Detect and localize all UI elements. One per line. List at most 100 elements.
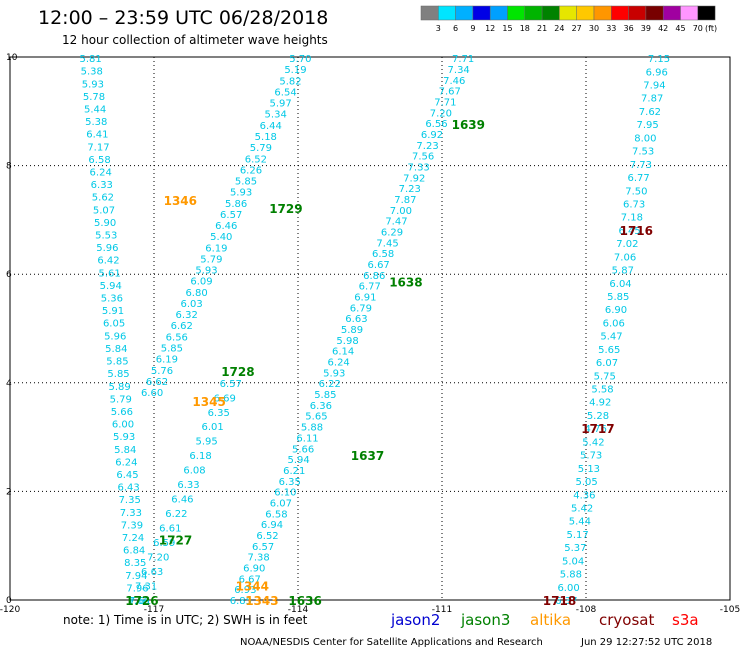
wave-height-value: 6.22 bbox=[319, 379, 341, 390]
wave-height-value: 5.96 bbox=[96, 243, 118, 254]
wave-height-value: 6.24 bbox=[328, 358, 350, 369]
wave-height-value: 5.13 bbox=[578, 464, 600, 475]
wave-height-value: 4.92 bbox=[589, 398, 611, 409]
wave-height-value: 5.79 bbox=[110, 394, 132, 405]
plot-grid bbox=[10, 57, 730, 600]
legend-label: 45 bbox=[675, 24, 685, 33]
wave-height-value: 6.19 bbox=[156, 355, 178, 366]
wave-height-value: 5.62 bbox=[92, 193, 114, 204]
wave-height-value: 7.95 bbox=[637, 120, 659, 131]
wave-height-value: 6.41 bbox=[86, 130, 108, 141]
pass-label: 1717 bbox=[581, 422, 614, 436]
wave-height-value: 5.93 bbox=[230, 188, 252, 199]
x-axis-ticks: -120 -117 -114 -111 -108 -105 bbox=[0, 605, 740, 615]
pass-label: 1636 bbox=[288, 594, 321, 608]
wave-height-value: 6.35 bbox=[208, 408, 230, 419]
wave-height-value: 6.96 bbox=[646, 67, 668, 78]
legend-color-swatch bbox=[420, 5, 439, 21]
wave-height-value: 6.07 bbox=[596, 358, 618, 369]
wave-height-value: 6.35 bbox=[279, 477, 301, 488]
wave-height-value: 6.92 bbox=[421, 130, 443, 141]
wave-height-value: 7.18 bbox=[621, 213, 643, 224]
wave-height-value: 7.87 bbox=[641, 94, 663, 105]
pass-label: 1637 bbox=[351, 449, 384, 463]
wave-height-value: 7.73 bbox=[630, 160, 652, 171]
wave-height-value: 5.85 bbox=[607, 292, 629, 303]
wave-height-value: 6.00 bbox=[557, 583, 579, 594]
wave-height-value: 6.44 bbox=[260, 121, 282, 132]
legend-color-swatch bbox=[455, 5, 474, 21]
wave-height-value: 7.02 bbox=[616, 239, 638, 250]
wave-height-value: 6.91 bbox=[354, 293, 376, 304]
legend-color-swatch bbox=[645, 5, 664, 21]
wave-height-value: 5.91 bbox=[102, 306, 124, 317]
pass-label: 1728 bbox=[221, 365, 254, 379]
wave-height-value: 8.35 bbox=[124, 558, 146, 569]
wave-height-value: 4.36 bbox=[573, 490, 595, 501]
pass-label: 1346 bbox=[164, 194, 197, 208]
wave-height-value: 6.69 bbox=[214, 393, 236, 404]
legend-color-swatch bbox=[472, 5, 491, 21]
satellite-label-altika: altika bbox=[530, 611, 571, 629]
wave-height-value: 5.61 bbox=[98, 268, 120, 279]
wave-height-value: 7.67 bbox=[439, 87, 461, 98]
wave-height-value: 5.85 bbox=[161, 344, 183, 355]
wave-height-value: 6.03 bbox=[180, 299, 202, 310]
wave-height-value: 6.46 bbox=[171, 495, 193, 506]
y-tick-label: 2 bbox=[6, 487, 12, 497]
legend-color-swatch bbox=[576, 5, 595, 21]
wave-height-value: 7.71 bbox=[434, 97, 456, 108]
wave-height-value: 5.44 bbox=[569, 517, 591, 528]
wave-height-value: 5.79 bbox=[250, 143, 272, 154]
wave-height-value: 6.86 bbox=[363, 271, 385, 282]
wave-height-value: 5.98 bbox=[336, 336, 358, 347]
wave-height-value: 7.62 bbox=[639, 107, 661, 118]
wave-height-value: 6.80 bbox=[185, 288, 207, 299]
wave-height-value: 5.53 bbox=[95, 231, 117, 242]
wave-height-value: 7.53 bbox=[632, 147, 654, 158]
wave-height-value: 6.85 bbox=[230, 596, 252, 607]
pass-label: 1716 bbox=[620, 224, 653, 238]
legend-label: 18 bbox=[520, 24, 530, 33]
wave-height-value: 5.36 bbox=[101, 294, 123, 305]
plot-frame bbox=[9, 56, 731, 601]
wave-height-value: 6.33 bbox=[91, 180, 113, 191]
wave-height-value: 6.22 bbox=[165, 509, 187, 520]
wave-height-value: 6.46 bbox=[215, 221, 237, 232]
wave-height-value: 6.24 bbox=[115, 457, 137, 468]
legend-label: 21 bbox=[537, 24, 547, 33]
wave-height-value: 6.08 bbox=[183, 466, 205, 477]
wave-height-value: 6.10 bbox=[274, 488, 296, 499]
wave-height-value: 7.20 bbox=[430, 108, 452, 119]
wave-height-value: 6.43 bbox=[117, 483, 139, 494]
wave-height-value: 6.90 bbox=[605, 305, 627, 316]
wave-height-value: 6.32 bbox=[176, 310, 198, 321]
satellite-label-s3a: s3a bbox=[672, 611, 699, 629]
wave-height-value: 6.63 bbox=[141, 567, 163, 578]
wave-height-value: 7.15 bbox=[648, 54, 670, 65]
wave-height-value: 5.44 bbox=[84, 104, 106, 115]
y-tick-label: 6 bbox=[6, 270, 12, 280]
wave-height-value: 7.31 bbox=[135, 582, 157, 593]
pass-label: 1345 bbox=[192, 395, 225, 409]
wave-height-value: 5.66 bbox=[292, 444, 314, 455]
wave-height-value: 6.56 bbox=[166, 332, 188, 343]
wave-height-value: 6.61 bbox=[159, 524, 181, 535]
credit-text: NOAA/NESDIS Center for Satellite Applica… bbox=[240, 637, 543, 648]
legend-color-swatch bbox=[662, 5, 681, 21]
wave-height-value: 6.77 bbox=[627, 173, 649, 184]
legend-color-swatch bbox=[559, 5, 577, 21]
wave-height-value: 6.57 bbox=[252, 542, 274, 553]
wave-height-value: 6.06 bbox=[603, 318, 625, 329]
wave-height-value: 5.38 bbox=[81, 67, 103, 78]
wave-height-value: 5.58 bbox=[591, 385, 613, 396]
x-tick-label: -108 bbox=[576, 605, 597, 615]
wave-height-value: 6.93 bbox=[234, 585, 256, 596]
wave-height-value: 6.54 bbox=[274, 87, 296, 98]
wave-height-value: 5.82 bbox=[279, 76, 301, 87]
wave-height-value: 5.93 bbox=[113, 432, 135, 443]
wave-height-value: 5.90 bbox=[94, 218, 116, 229]
wave-height-value: 5.78 bbox=[83, 92, 105, 103]
wave-height-value: 5.07 bbox=[93, 205, 115, 216]
legend-color-swatch bbox=[680, 5, 699, 21]
